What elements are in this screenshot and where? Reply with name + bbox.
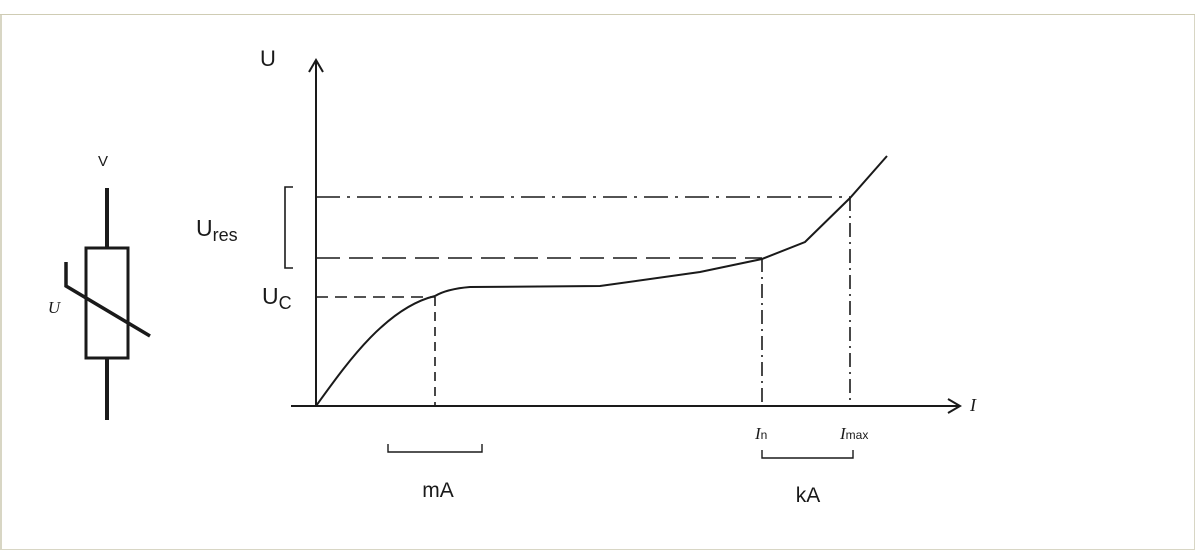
x-axis-label: I [969, 395, 977, 415]
vi-characteristic-curve [315, 155, 888, 407]
symbol-diagonal-slash [64, 262, 151, 338]
x-axis-arrow [947, 398, 962, 414]
symbol-side-label: U [48, 298, 62, 317]
ka-range-label: kA [796, 484, 821, 507]
ka-range-bracket [761, 450, 854, 459]
axes [291, 58, 962, 414]
y-axis-label: U [260, 46, 276, 71]
in-tick-label: In [754, 424, 767, 443]
top-border-strip [0, 0, 1195, 15]
symbol-top-label: V [98, 153, 108, 170]
reference-lines [316, 196, 851, 406]
uc-label: UC [262, 283, 292, 313]
ma-range-label: mA [422, 479, 454, 502]
varistor-symbol [64, 188, 151, 420]
ma-range-bracket [387, 444, 483, 453]
ures-bracket [284, 186, 293, 269]
imax-tick-label: Imax [839, 424, 868, 443]
ures-label: Ures [196, 215, 238, 245]
y-axis-arrow [308, 58, 324, 73]
